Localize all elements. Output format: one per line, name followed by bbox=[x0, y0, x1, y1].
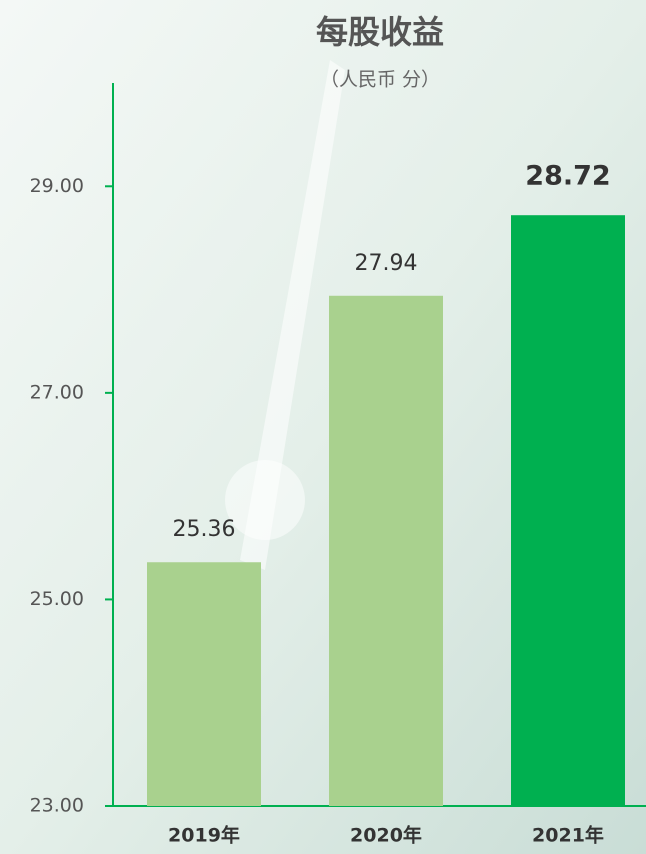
turbine-hub bbox=[225, 460, 305, 540]
chart: 每股收益 （人民币 分） 23.00 25.00 27.00 29.00 2019年 25… bbox=[0, 0, 646, 854]
value-label: 28.72 bbox=[525, 161, 610, 192]
bar bbox=[511, 215, 625, 806]
bar bbox=[147, 562, 261, 806]
value-label: 25.36 bbox=[173, 517, 236, 542]
chart-title: 每股收益 bbox=[316, 13, 444, 51]
y-tick-label: 23.00 bbox=[30, 795, 84, 817]
chart-subtitle: （人民币 分） bbox=[320, 69, 440, 91]
x-tick-label: 2019年 bbox=[168, 824, 240, 847]
y-tick-label: 27.00 bbox=[30, 381, 84, 403]
y-tick-label: 25.00 bbox=[30, 588, 84, 610]
y-tick-label: 29.00 bbox=[30, 175, 84, 197]
x-tick-label: 2021年 bbox=[532, 824, 604, 847]
x-tick-label: 2020年 bbox=[350, 824, 422, 847]
bar bbox=[329, 296, 443, 806]
value-label: 27.94 bbox=[355, 251, 418, 276]
